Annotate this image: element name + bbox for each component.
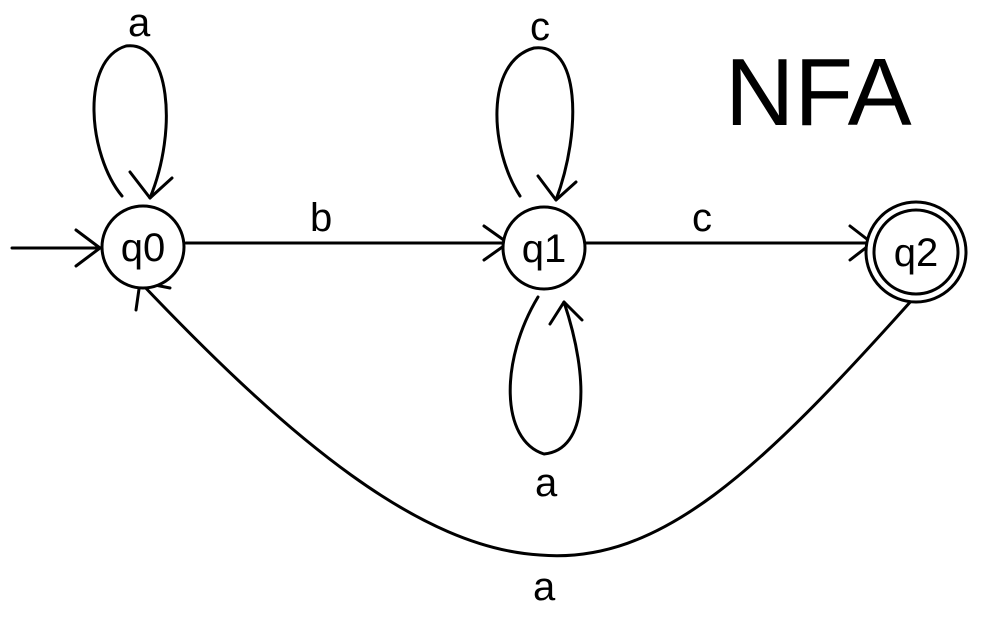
transition-label: c <box>530 5 550 49</box>
transition-label: a <box>128 1 151 45</box>
transition-q2-q0-a: a <box>134 280 914 609</box>
transition-label: a <box>535 461 558 505</box>
state-q1: q1 <box>501 205 587 291</box>
start-arrow <box>10 228 102 268</box>
state-label: q1 <box>522 227 567 271</box>
transition-label: a <box>533 565 556 609</box>
diagram-title: NFA <box>725 39 912 146</box>
state-q2-accepting: q2 <box>864 200 968 304</box>
state-label: q0 <box>121 226 166 270</box>
transition-label: b <box>310 196 332 240</box>
transition-label: c <box>692 196 712 240</box>
transition-q1-q1-a: a <box>508 295 584 505</box>
state-label: q2 <box>894 231 939 275</box>
transition-q0-q0-a: a <box>92 1 174 200</box>
transition-q1-q1-c: c <box>495 5 578 202</box>
transition-q0-q1-b: b <box>184 196 510 262</box>
transition-q1-q2-c: c <box>582 196 874 262</box>
state-q0: q0 <box>100 204 186 290</box>
